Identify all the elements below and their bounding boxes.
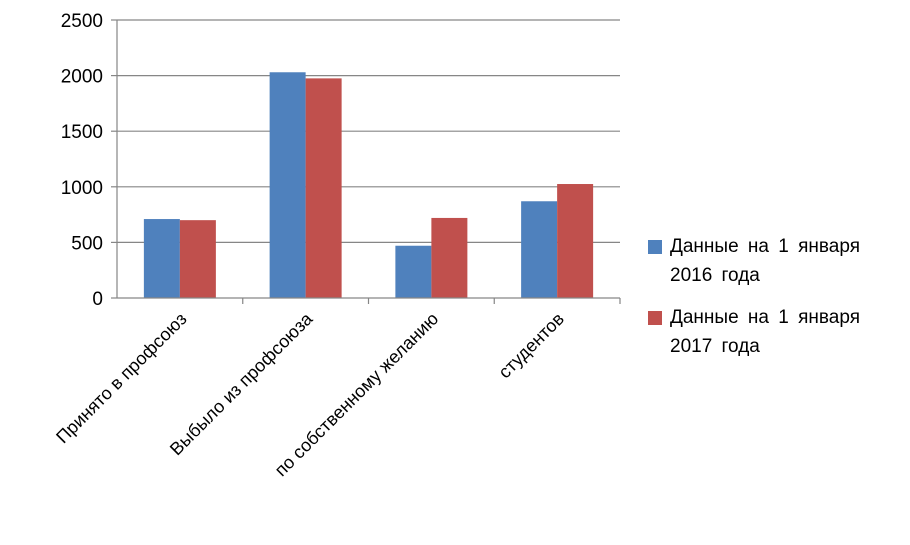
x-category-label: студентов [494, 309, 567, 382]
x-category-label: Принято в профсоюз [52, 309, 190, 447]
y-tick-label: 0 [92, 289, 103, 310]
y-tick-label: 2500 [61, 11, 103, 32]
bar-2-3 [431, 217, 468, 298]
axes [111, 19, 621, 304]
y-tick-label: 500 [71, 233, 103, 254]
legend-swatch-series-2 [648, 311, 662, 325]
legend-label-series-2: Данные на 1 января 2017 года [670, 307, 860, 357]
bar-1-3 [395, 245, 432, 298]
y-tick-label: 1500 [61, 122, 103, 143]
bars [143, 72, 594, 298]
bar-2-2 [305, 78, 342, 298]
bar-2-1 [179, 220, 216, 298]
bar-1-1 [143, 219, 180, 298]
y-tick-label: 1000 [61, 178, 103, 199]
legend-swatch-series-1 [648, 240, 662, 254]
bar-2-4 [557, 184, 594, 298]
bar-1-4 [521, 201, 558, 298]
y-axis-tick-labels: 0 500 1000 1500 2000 2500 [61, 11, 103, 310]
legend-item-series-1: Данные на 1 января 2016 года [648, 232, 910, 290]
y-tick-label: 2000 [61, 67, 103, 88]
legend-item-series-2: Данные на 1 января 2017 года [648, 303, 910, 361]
bar-1-2 [269, 72, 306, 298]
x-category-label: Выбыло из профсоюза [166, 308, 317, 459]
legend: Данные на 1 января 2016 года Данные на 1… [648, 232, 910, 374]
legend-label-series-1: Данные на 1 января 2016 года [670, 236, 860, 286]
